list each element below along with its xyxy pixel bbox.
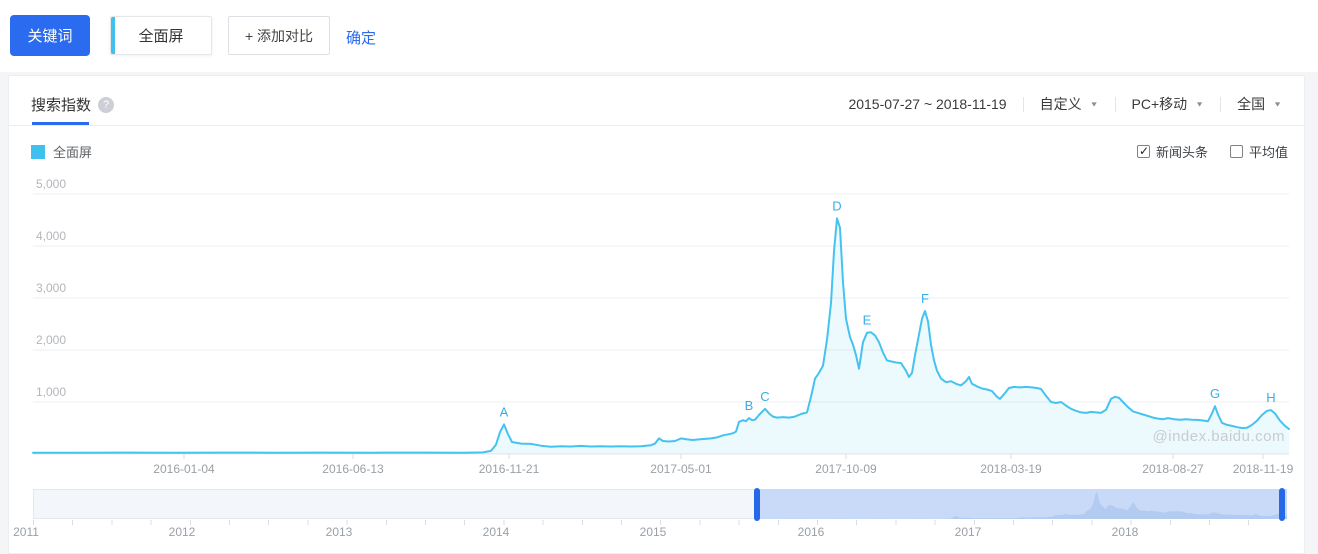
dropdown-label: 全国 (1237, 96, 1266, 112)
slider-year-label: 2017 (954, 525, 982, 539)
x-axis-label: 2018-11-19 (1232, 462, 1294, 476)
mini-trend (757, 492, 1287, 519)
dropdown-region[interactable]: 全国 ▼ (1237, 94, 1282, 114)
peak-label: F (921, 291, 929, 306)
top-toolbar: 关键词 全面屏 + 添加对比 确定 (0, 0, 1318, 72)
y-axis-label: 5,000 (36, 177, 67, 191)
slider-ticks (33, 520, 1286, 525)
dropdown-label: 自定义 (1039, 96, 1082, 112)
checkbox-label: 平均值 (1248, 145, 1288, 160)
confirm-link[interactable]: 确定 (346, 30, 377, 47)
active-tab-indicator (32, 122, 89, 125)
add-compare-button[interactable]: + 添加对比 (228, 16, 330, 55)
tab-accent-bar (111, 17, 115, 54)
trend-chart-canvas: A BC D E F G H (32, 193, 1290, 459)
legend: 全面屏 (31, 142, 92, 161)
x-axis-label: 2016-01-04 (153, 462, 215, 476)
divider (1114, 96, 1116, 112)
header-divider (9, 125, 1304, 126)
peak-label: H (1266, 390, 1275, 405)
peak-label: D (832, 198, 841, 213)
y-axis-label: 2,000 (36, 333, 67, 347)
slider-year-label: 2016 (797, 525, 825, 539)
x-axis-label: 2017-10-09 (815, 462, 877, 476)
y-axis-label: 3,000 (36, 281, 67, 295)
slider-year-label: 2015 (639, 525, 667, 539)
slider-year-label: 2018 (1111, 525, 1139, 539)
chevron-down-icon: ▼ (1195, 100, 1205, 108)
peak-label: B (745, 398, 754, 413)
legend-series-label: 全面屏 (53, 145, 93, 160)
chevron-down-icon: ▼ (1273, 100, 1282, 108)
peak-label: E (863, 312, 872, 327)
chart-controls: 2015-07-27 ~ 2018-11-19 自定义 ▼ PC+移动 ▼ 全国… (848, 94, 1282, 114)
checkbox-icon[interactable] (1136, 144, 1150, 158)
peak-label: A (500, 404, 509, 419)
mini-trend-area (757, 492, 1287, 519)
timeline-slider[interactable] (33, 488, 1287, 521)
x-axis-label: 2018-08-27 (1142, 462, 1204, 476)
dropdown-label: PC+移动 (1131, 96, 1188, 112)
keyword-tab[interactable]: 全面屏 (110, 16, 212, 55)
keyword-button[interactable]: 关键词 (10, 15, 90, 56)
chevron-down-icon: ▼ (1089, 100, 1099, 108)
x-axis-label: 2016-06-13 (322, 462, 384, 476)
dropdown-device[interactable]: PC+移动 ▼ (1132, 94, 1205, 114)
checkbox-label: 新闻头条 (1155, 145, 1208, 160)
watermark: @index.baidu.com (1152, 428, 1285, 445)
slider-year-label: 2014 (482, 525, 510, 539)
search-index-panel: 搜索指数 ? 2015-07-27 ~ 2018-11-19 自定义 ▼ PC+… (8, 75, 1305, 554)
slider-year-label: 2011 (13, 525, 39, 539)
peak-label: G (1210, 386, 1220, 401)
legend-swatch (31, 144, 45, 159)
keyword-tab-label: 全面屏 (138, 28, 184, 45)
y-axis-label: 4,000 (36, 229, 67, 243)
slider-year-label: 2012 (168, 525, 196, 539)
slider-handle-left[interactable] (754, 488, 760, 521)
divider (1220, 96, 1222, 112)
x-axis-label: 2017-05-01 (650, 462, 712, 476)
news-headline-toggle[interactable]: 新闻头条 (1136, 142, 1208, 161)
overlay-options: 新闻头条 平均值 (1136, 142, 1288, 161)
y-axis-label: 1,000 (36, 385, 67, 399)
slider-handle-right[interactable] (1279, 488, 1285, 521)
panel-title-text: 搜索指数 (31, 97, 92, 114)
divider (1022, 96, 1024, 112)
x-axis-label: 2018-03-19 (980, 462, 1042, 476)
peak-label: C (760, 389, 769, 404)
date-range-label[interactable]: 2015-07-27 ~ 2018-11-19 (848, 96, 1007, 112)
area-fill (33, 218, 1289, 454)
x-axis-label: 2016-11-21 (478, 462, 540, 476)
panel-title: 搜索指数 ? (31, 94, 115, 115)
slider-selected-range[interactable] (757, 489, 1287, 519)
dropdown-custom-range[interactable]: 自定义 ▼ (1040, 94, 1099, 114)
checkbox-icon[interactable] (1229, 145, 1243, 158)
trend-line (32, 217, 1290, 454)
slider-year-label: 2013 (325, 525, 353, 539)
help-icon[interactable]: ? (98, 96, 115, 113)
average-value-toggle[interactable]: 平均值 (1229, 142, 1288, 161)
